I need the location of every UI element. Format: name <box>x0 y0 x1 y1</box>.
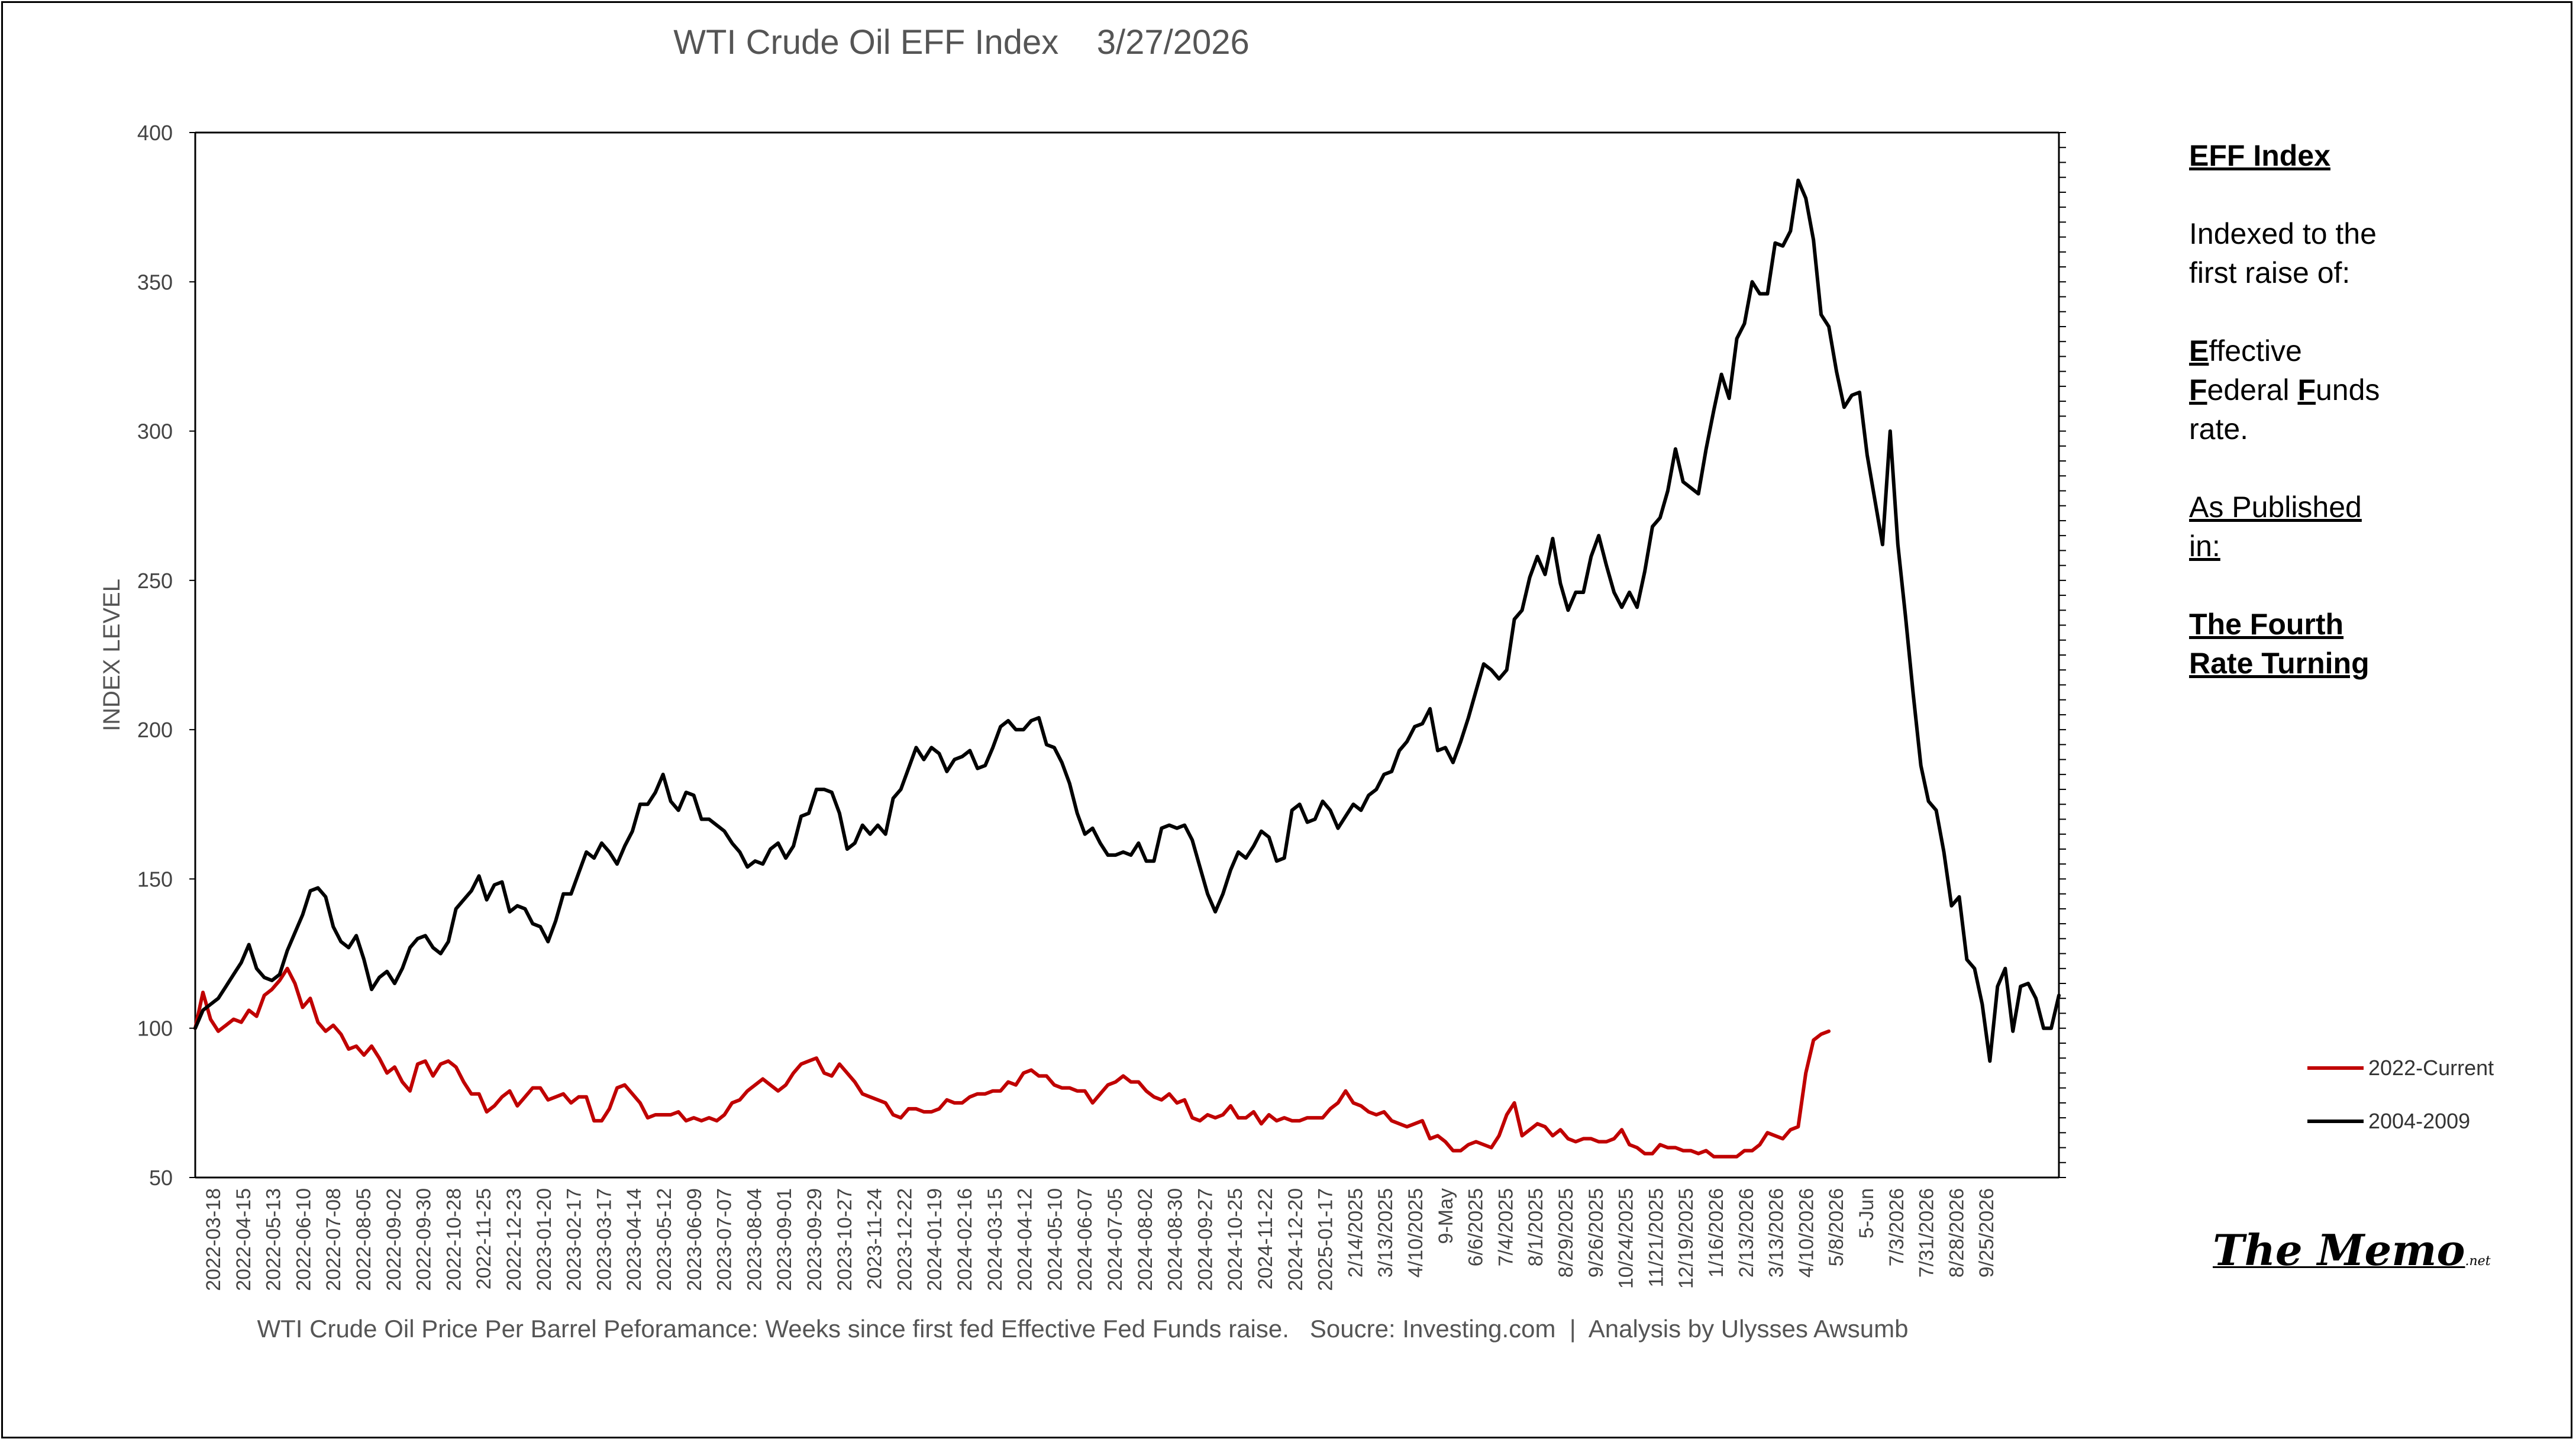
x-tick-label: 2025-01-17 <box>1315 1188 1337 1291</box>
legend-label-series-2: 2004-2009 <box>2368 1109 2471 1133</box>
x-tick-label: 2023-12-22 <box>893 1188 916 1291</box>
x-tick-label: 2022-11-25 <box>473 1188 495 1289</box>
x-tick-label: 2023-11-24 <box>864 1188 886 1289</box>
x-tick-label: 2023-09-01 <box>773 1188 796 1291</box>
sidebar-eff-line-3: rate. <box>2189 412 2249 446</box>
series-line-2 <box>193 178 2061 1063</box>
x-tick-label: 2022-05-13 <box>263 1188 285 1291</box>
x-tick-label: 2024-08-30 <box>1164 1188 1187 1291</box>
y-tick-label: 100 <box>137 1017 173 1041</box>
legend-swatch-series-2 <box>2307 1120 2364 1123</box>
x-tick-label: 2023-07-07 <box>714 1188 736 1291</box>
x-tick-label: 2023-01-20 <box>533 1188 556 1291</box>
x-tick-label: 2024-07-05 <box>1104 1188 1126 1291</box>
x-tick-label: 2024-12-20 <box>1284 1188 1307 1291</box>
x-tick-label: 8/29/2025 <box>1555 1188 1577 1278</box>
x-tick-label: 2024-11-22 <box>1254 1188 1277 1289</box>
x-tick-label: 2023-10-27 <box>834 1188 856 1291</box>
x-tick-label: 3/13/2025 <box>1374 1188 1397 1278</box>
legend-item-series-1: 2022-Current <box>2307 1041 2494 1095</box>
y-tick-label: 50 <box>149 1166 173 1190</box>
x-tick-label: 2023-05-12 <box>653 1188 676 1291</box>
legend-swatch-series-1 <box>2307 1066 2364 1070</box>
x-tick-label: 2024-01-19 <box>924 1188 946 1291</box>
x-tick-label: 2023-09-29 <box>803 1188 826 1291</box>
x-tick-label: 2022-08-05 <box>353 1188 375 1291</box>
x-tick-label: 2023-08-04 <box>743 1188 766 1291</box>
x-tick-label: 8/1/2025 <box>1525 1188 1547 1266</box>
y-tick-label: 300 <box>137 420 173 444</box>
x-tick-label: 1/16/2026 <box>1705 1188 1728 1278</box>
sidebar-publication-title-2: Rate Turning <box>2189 647 2370 680</box>
x-tick-label: 2024-10-25 <box>1224 1188 1247 1291</box>
x-tick-label: 2024-03-15 <box>984 1188 1006 1291</box>
x-tick-label: 2023-02-17 <box>563 1188 586 1291</box>
x-tick-label: 7/3/2026 <box>1886 1188 1908 1266</box>
x-tick-label: 8/28/2026 <box>1945 1188 1968 1278</box>
y-tick-label: 150 <box>137 867 173 891</box>
the-memo-logo: The Memo.net <box>2213 1225 2491 1275</box>
x-tick-label: 2024-04-12 <box>1014 1188 1037 1291</box>
y-axis-label: INDEX LEVEL <box>99 579 125 731</box>
x-tick-label: 2024-08-02 <box>1134 1188 1157 1291</box>
y-tick-label: 200 <box>137 718 173 742</box>
x-tick-label: 5-Jun <box>1855 1188 1878 1238</box>
y-tick-label: 250 <box>137 569 173 593</box>
x-tick-label: 5/8/2026 <box>1825 1188 1848 1266</box>
sidebar-note: EFF Index Indexed to the first raise of:… <box>2189 136 2473 722</box>
x-tick-label: 2022-07-08 <box>322 1188 345 1291</box>
sidebar-line-1: Indexed to the <box>2189 217 2377 250</box>
chart-legend: 2022-Current 2004-2009 <box>2307 1041 2494 1148</box>
x-tick-label: 10/24/2025 <box>1615 1188 1638 1289</box>
sidebar-heading: EFF Index <box>2189 139 2330 172</box>
x-tick-label: 7/31/2026 <box>1916 1188 1938 1278</box>
x-tick-label: 2022-10-28 <box>443 1188 465 1291</box>
x-tick-label: 12/19/2025 <box>1675 1188 1697 1289</box>
y-tick-label: 350 <box>137 270 173 294</box>
x-tick-label: 11/21/2025 <box>1645 1188 1667 1288</box>
x-tick-label: 2024-05-10 <box>1044 1188 1066 1291</box>
x-tick-label: 7/4/2025 <box>1494 1188 1517 1266</box>
x-tick-label: 9-May <box>1435 1188 1457 1244</box>
x-tick-label: 2022-12-23 <box>503 1188 525 1291</box>
legend-item-series-2: 2004-2009 <box>2307 1095 2494 1148</box>
sidebar-published-label-2: in: <box>2189 530 2220 563</box>
sidebar-eff-line-2: Federal Funds <box>2189 373 2380 407</box>
sidebar-line-2: first raise of: <box>2189 256 2351 289</box>
x-tick-label: 2022-09-02 <box>383 1188 405 1291</box>
x-tick-label: 2022-06-10 <box>292 1188 315 1291</box>
sidebar-published-label-1: As Published <box>2189 491 2362 524</box>
x-tick-label: 2024-06-07 <box>1074 1188 1096 1291</box>
x-tick-label: 6/6/2025 <box>1465 1188 1487 1266</box>
x-tick-label: 3/13/2026 <box>1765 1188 1788 1278</box>
x-tick-label: 2024-02-16 <box>954 1188 976 1291</box>
x-tick-label: 2/13/2026 <box>1735 1188 1758 1278</box>
sidebar-publication-title-1: The Fourth <box>2189 608 2344 641</box>
x-tick-label: 9/26/2025 <box>1585 1188 1607 1278</box>
x-tick-label: 2022-04-15 <box>233 1188 255 1291</box>
x-tick-label: 4/10/2026 <box>1795 1188 1818 1278</box>
x-tick-label: 2023-03-17 <box>593 1188 615 1291</box>
sidebar-eff-line-1: Effective <box>2189 334 2302 367</box>
x-tick-label: 2/14/2025 <box>1344 1188 1367 1278</box>
x-tick-label: 2022-09-30 <box>413 1188 435 1291</box>
chart-title: WTI Crude Oil EFF Index 3/27/2026 <box>673 23 1250 62</box>
chart-caption: WTI Crude Oil Price Per Barrel Peforaman… <box>257 1315 1909 1343</box>
x-tick-label: 2022-03-18 <box>202 1188 225 1291</box>
x-tick-label: 9/25/2026 <box>1975 1188 1998 1278</box>
x-tick-label: 2024-09-27 <box>1194 1188 1216 1291</box>
x-tick-label: 2023-06-09 <box>683 1188 706 1291</box>
legend-label-series-1: 2022-Current <box>2368 1056 2494 1080</box>
y-tick-label: 400 <box>137 121 173 145</box>
series-line-1 <box>193 966 1831 1159</box>
x-tick-label: 4/10/2025 <box>1405 1188 1427 1278</box>
x-tick-label: 2023-04-14 <box>623 1188 645 1291</box>
